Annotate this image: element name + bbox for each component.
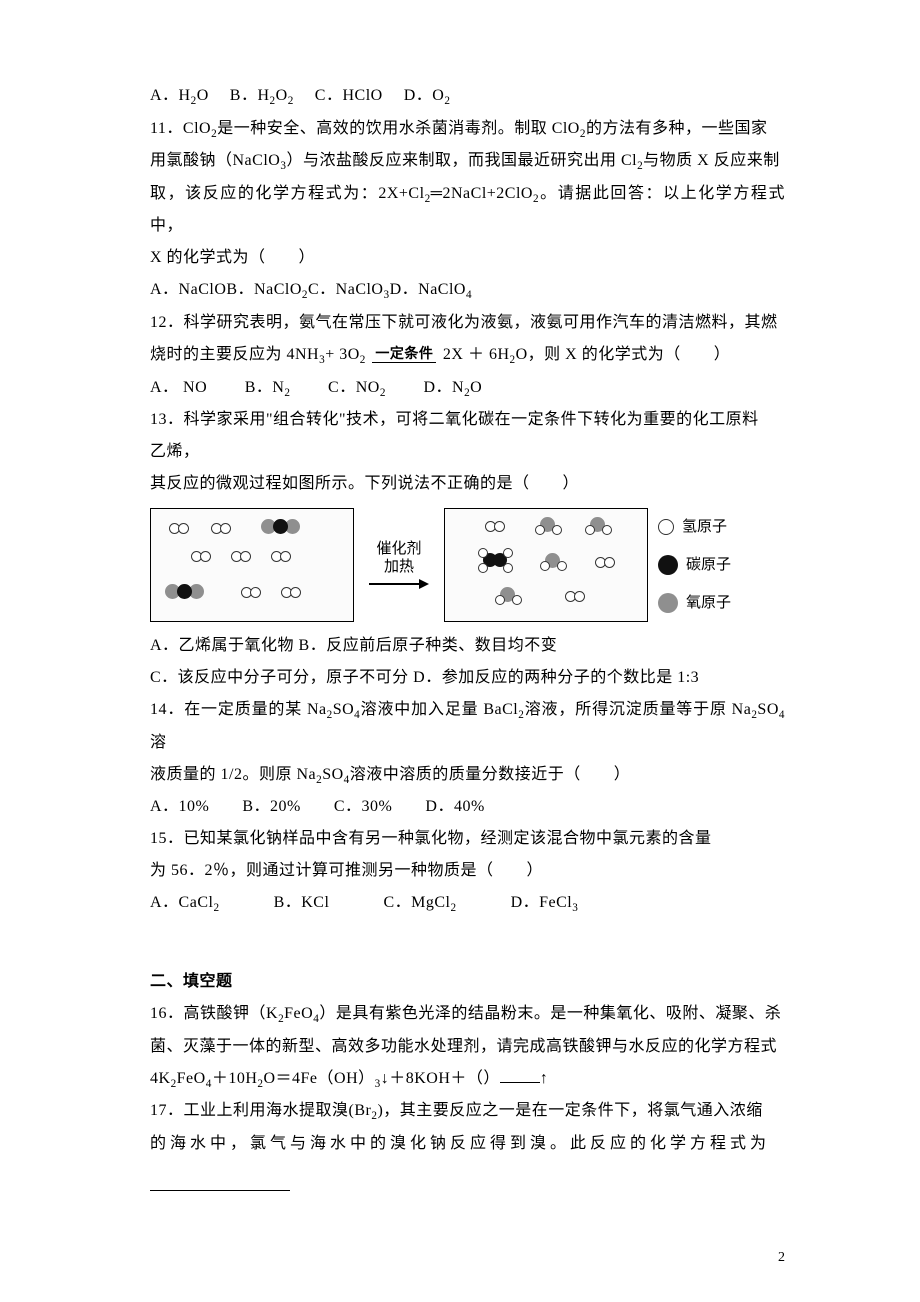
legend: 氢原子 碳原子 氧原子	[658, 512, 731, 618]
q12-optA: A． NO	[150, 379, 207, 396]
q10-optB: B．H	[230, 87, 270, 104]
products-panel	[444, 508, 648, 622]
page-number: 2	[778, 1244, 785, 1272]
legend-h: 氢原子	[658, 512, 731, 542]
q13-optCD: C．该反应中分子可分，原子不可分 D．参加反应的两种分子的个数比是 1:3	[150, 662, 785, 694]
oxygen-atom-icon	[658, 593, 678, 613]
q10-optC: C．HClO	[315, 87, 383, 104]
q12-optC: C．NO	[328, 379, 380, 396]
q17-line2: 的海水中，氯气与海水中的溴化钠反应得到溴。此反应的化学方程式为	[150, 1128, 785, 1160]
heat-label: 加热	[384, 558, 414, 576]
q14-options: A．10% B．20% C．30% D．40%	[150, 791, 785, 823]
q10-optA: A．H	[150, 87, 191, 104]
carbon-atom-icon	[658, 555, 678, 575]
q15-optB: B．KCl	[274, 894, 330, 911]
q12-options: A． NO B．N2 C．NO2 D．N2O	[150, 372, 785, 405]
section-2-title: 二、填空题	[150, 966, 785, 998]
reaction-condition: 一定条件	[372, 348, 436, 363]
q17-line1: 17．工业上利用海水提取溴(Br2)，其主要反应之一是在一定条件下，将氯气通入浓…	[150, 1095, 785, 1128]
q16-line2: 菌、灭藻于一体的新型、高效多功能水处理剂，请完成高铁酸钾与水反应的化学方程式	[150, 1031, 785, 1063]
q14-line1: 14．在一定质量的某 Na2SO4溶液中加入足量 BaCl2溶液，所得沉淀质量等…	[150, 694, 785, 759]
footnote-separator	[150, 1190, 290, 1191]
arrow-icon	[369, 578, 429, 590]
q10-optD: D．O	[404, 87, 445, 104]
fill-blank	[500, 1066, 540, 1083]
q11-line3: 取，该反应的化学方程式为：2X+Cl2═2NaCl+2ClO2。请据此回答：以上…	[150, 178, 785, 243]
q11-line4: X 的化学式为（ ）	[150, 242, 785, 274]
q11-line2: 用氯酸钠（NaClO3）与浓盐酸反应来制取，而我国最近研究出用 Cl2与物质 X…	[150, 145, 785, 178]
q16-line3: 4K2FeO4＋10H2O＝4Fe（OH）3↓＋8KOH＋（）↑	[150, 1063, 785, 1096]
legend-c: 碳原子	[658, 550, 731, 580]
q12-line1: 12．科学研究表明，氨气在常压下就可液化为液氨，液氨可用作汽车的清洁燃料，其燃	[150, 307, 785, 339]
hydrogen-atom-icon	[658, 519, 674, 535]
q15-line1: 15．已知某氯化钠样品中含有另一种氯化物，经测定该混合物中氯元素的含量	[150, 823, 785, 855]
q13-optAB: A．乙烯属于氧化物 B．反应前后原子种类、数目均不变	[150, 630, 785, 662]
q11-options: A．NaClOB．NaClO2C．NaClO3D．NaClO4	[150, 274, 785, 307]
q15-options: A．CaCl2 B．KCl C．MgCl2 D．FeCl3	[150, 887, 785, 920]
q14-line2: 液质量的 1/2。则原 Na2SO4溶液中溶质的质量分数接近于（ ）	[150, 759, 785, 792]
reaction-diagram: 催化剂 加热 氢原子 碳原子 氧原子	[150, 508, 785, 622]
q15-optD: D．FeCl	[511, 894, 573, 911]
q16-line1: 16．高铁酸钾（K2FeO4）是具有紫色光泽的结晶粉末。是一种集氧化、吸附、凝聚…	[150, 998, 785, 1031]
q13-line1b: 乙烯，	[150, 436, 785, 468]
legend-o: 氧原子	[658, 588, 731, 618]
q12-optB: B．N	[245, 379, 285, 396]
q12-line2: 烧时的主要反应为 4NH3+ 3O2 一定条件 2X ＋ 6H2O，则 X 的化…	[150, 339, 785, 372]
q13-line1: 13．科学家采用"组合转化"技术，可将二氧化碳在一定条件下转化为重要的化工原料	[150, 404, 785, 436]
q15-optA: A．CaCl	[150, 894, 213, 911]
arrow-column: 催化剂 加热	[364, 540, 434, 590]
q11-line1: 11．ClO2是一种安全、高效的饮用水杀菌消毒剂。制取 ClO2的方法有多种，一…	[150, 113, 785, 146]
q13-line2: 其反应的微观过程如图所示。下列说法不正确的是（ ）	[150, 468, 785, 500]
catalyst-label: 催化剂	[376, 540, 421, 558]
q12-optD: D．N	[423, 379, 464, 396]
reactants-panel	[150, 508, 354, 622]
q15-optC: C．MgCl	[383, 894, 450, 911]
q10-options: A．H2O B．H2O2 C．HClO D．O2	[150, 80, 785, 113]
q15-line2: 为 56．2％，则通过计算可推测另一种物质是（ ）	[150, 855, 785, 887]
